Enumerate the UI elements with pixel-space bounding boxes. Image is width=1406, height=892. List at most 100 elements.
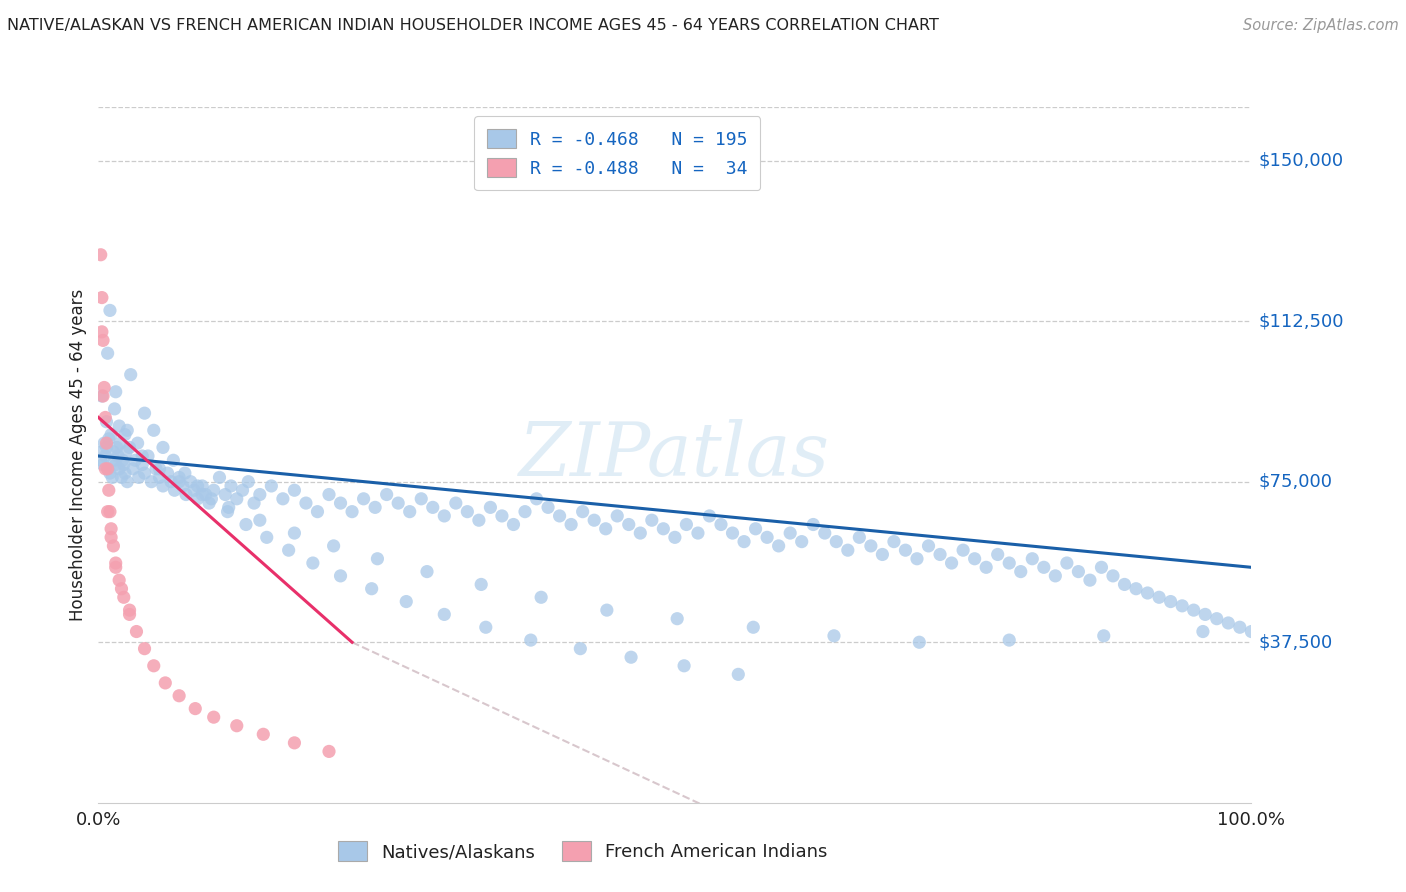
Point	[398, 505, 420, 519]
Point	[675, 517, 697, 532]
Point	[322, 539, 344, 553]
Point	[167, 475, 190, 489]
Point	[118, 603, 141, 617]
Point	[198, 496, 221, 510]
Point	[941, 556, 963, 570]
Point	[103, 444, 125, 458]
Point	[108, 573, 131, 587]
Point	[353, 491, 375, 506]
Point	[225, 491, 247, 506]
Point	[183, 483, 205, 498]
Point	[160, 475, 183, 489]
Point	[318, 487, 340, 501]
Point	[136, 449, 159, 463]
Y-axis label: Householder Income Ages 45 - 64 years: Householder Income Ages 45 - 64 years	[69, 289, 87, 621]
Point	[93, 436, 115, 450]
Point	[595, 522, 617, 536]
Point	[249, 487, 271, 501]
Point	[110, 470, 132, 484]
Text: $150,000: $150,000	[1258, 152, 1344, 169]
Point	[90, 453, 112, 467]
Point	[142, 423, 165, 437]
Point	[1056, 556, 1078, 570]
Point	[148, 470, 170, 484]
Point	[97, 432, 120, 446]
Text: NATIVE/ALASKAN VS FRENCH AMERICAN INDIAN HOUSEHOLDER INCOME AGES 45 - 64 YEARS C: NATIVE/ALASKAN VS FRENCH AMERICAN INDIAN…	[7, 18, 939, 33]
Point	[519, 633, 541, 648]
Point	[114, 427, 136, 442]
Point	[172, 479, 194, 493]
Point	[699, 508, 721, 523]
Point	[98, 466, 121, 480]
Point	[200, 491, 222, 506]
Point	[433, 607, 456, 622]
Point	[105, 441, 128, 455]
Point	[283, 483, 305, 498]
Point	[733, 534, 755, 549]
Point	[768, 539, 790, 553]
Point	[1067, 565, 1090, 579]
Point	[96, 415, 118, 429]
Point	[360, 582, 382, 596]
Point	[571, 505, 593, 519]
Point	[974, 560, 997, 574]
Point	[666, 612, 689, 626]
Point	[569, 641, 592, 656]
Point	[112, 591, 135, 605]
Point	[100, 427, 122, 442]
Point	[952, 543, 974, 558]
Point	[191, 487, 214, 501]
Point	[470, 577, 492, 591]
Point	[1045, 569, 1067, 583]
Legend: Natives/Alaskans, French American Indians: Natives/Alaskans, French American Indian…	[329, 832, 837, 871]
Text: $37,500: $37,500	[1258, 633, 1333, 651]
Point	[929, 548, 952, 562]
Point	[329, 569, 352, 583]
Point	[217, 505, 239, 519]
Point	[1032, 560, 1054, 574]
Text: $75,000: $75,000	[1258, 473, 1333, 491]
Point	[156, 466, 179, 480]
Point	[1171, 599, 1194, 613]
Point	[104, 556, 127, 570]
Point	[641, 513, 664, 527]
Point	[90, 248, 112, 262]
Point	[1125, 582, 1147, 596]
Point	[617, 517, 640, 532]
Point	[110, 436, 132, 450]
Point	[1160, 594, 1182, 608]
Point	[883, 534, 905, 549]
Point	[91, 389, 114, 403]
Point	[664, 530, 686, 544]
Point	[114, 466, 136, 480]
Point	[491, 508, 513, 523]
Point	[908, 635, 931, 649]
Point	[238, 475, 260, 489]
Point	[456, 505, 478, 519]
Point	[848, 530, 870, 544]
Point	[91, 458, 114, 472]
Point	[174, 466, 197, 480]
Point	[194, 487, 217, 501]
Point	[97, 462, 120, 476]
Point	[180, 475, 202, 489]
Point	[91, 334, 114, 348]
Point	[825, 534, 848, 549]
Point	[98, 303, 121, 318]
Point	[125, 624, 148, 639]
Point	[167, 470, 190, 484]
Point	[271, 491, 294, 506]
Point	[260, 479, 283, 493]
Point	[1010, 565, 1032, 579]
Point	[127, 436, 149, 450]
Point	[155, 676, 177, 690]
Point	[148, 462, 170, 476]
Point	[94, 462, 117, 476]
Point	[218, 500, 240, 515]
Point	[225, 719, 247, 733]
Point	[1182, 603, 1205, 617]
Point	[191, 479, 214, 493]
Point	[1192, 624, 1215, 639]
Point	[145, 462, 167, 476]
Point	[422, 500, 444, 515]
